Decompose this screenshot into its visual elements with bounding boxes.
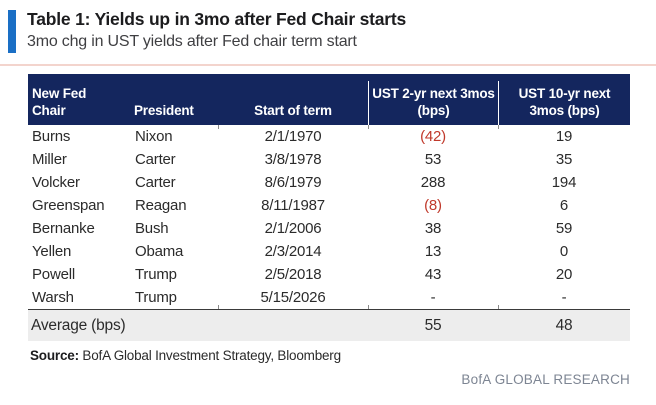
cell-start-of-term: 2/5/2018 — [264, 266, 322, 283]
yields-table: New Fed Chair President Start of term US… — [28, 74, 630, 341]
cell-president: Trump — [135, 289, 177, 306]
brand-mark: BofA GLOBAL RESEARCH — [461, 372, 630, 387]
column-tick — [498, 305, 499, 309]
cell-ust-2yr: 53 — [424, 151, 442, 168]
cell-president: Carter — [135, 174, 176, 191]
cell-ust-10yr: 6 — [559, 197, 569, 214]
cell-start-of-term: 8/6/1979 — [264, 174, 322, 191]
average-ust10-value: 48 — [555, 316, 573, 334]
column-tick — [368, 125, 369, 129]
page-subtitle: 3mo chg in UST yields after Fed chair te… — [27, 33, 357, 50]
table-row: Burns Nixon 2/1/1970 (42) 19 — [28, 125, 630, 148]
cell-chair: Greenspan — [32, 197, 105, 214]
column-tick — [368, 305, 369, 309]
table-row: Powell Trump 2/5/2018 43 20 — [28, 263, 630, 286]
cell-ust-2yr: (8) — [424, 197, 442, 214]
average-ust2-value: 55 — [424, 316, 442, 334]
header-president: President — [134, 103, 194, 118]
cell-president: Obama — [135, 243, 184, 260]
cell-president: Reagan — [135, 197, 187, 214]
header-start-of-term: Start of term — [254, 103, 332, 118]
cell-ust-2yr: - — [430, 289, 436, 306]
table-row: Volcker Carter 8/6/1979 288 194 — [28, 171, 630, 194]
table-row: Warsh Trump 5/15/2026 - - — [28, 286, 630, 309]
header-new-fed-chair-label: New Fed Chair — [32, 86, 87, 118]
cell-start-of-term: 8/11/1987 — [261, 197, 325, 214]
cell-chair: Burns — [32, 128, 71, 145]
table-row: Greenspan Reagan 8/11/1987 (8) 6 — [28, 194, 630, 217]
cell-ust-10yr: 59 — [555, 220, 573, 237]
table-header-row: New Fed Chair President Start of term US… — [28, 74, 630, 125]
column-tick — [218, 125, 219, 129]
cell-start-of-term: 2/3/2014 — [264, 243, 322, 260]
cell-chair: Miller — [32, 151, 67, 168]
cell-president: Nixon — [135, 128, 173, 145]
header-ust-10yr: UST 10-yr next 3mos (bps) — [498, 81, 630, 125]
cell-ust-2yr: 38 — [424, 220, 442, 237]
cell-ust-2yr: 43 — [424, 266, 442, 283]
title-divider — [0, 64, 656, 66]
average-label: Average (bps) — [31, 316, 126, 334]
cell-chair: Warsh — [32, 289, 74, 306]
cell-ust-10yr: 35 — [555, 151, 573, 168]
source-label: Source: — [30, 348, 79, 363]
table-row: Yellen Obama 2/3/2014 13 0 — [28, 240, 630, 263]
table-row: Miller Carter 3/8/1978 53 35 — [28, 148, 630, 171]
header-ust-2yr: UST 2-yr next 3mos (bps) — [368, 81, 498, 125]
page-title: Table 1: Yields up in 3mo after Fed Chai… — [27, 9, 407, 29]
average-row: Average (bps) 55 48 — [28, 310, 630, 341]
cell-chair: Powell — [32, 266, 75, 283]
cell-chair: Yellen — [32, 243, 72, 260]
column-tick — [498, 125, 499, 129]
header-new-fed-chair: New Fed Chair — [28, 81, 130, 125]
cell-ust-10yr: 0 — [559, 243, 569, 260]
column-tick — [218, 305, 219, 309]
cell-start-of-term: 5/15/2026 — [260, 289, 326, 306]
cell-ust-10yr: 19 — [555, 128, 573, 145]
title-accent-bar — [8, 10, 16, 53]
cell-start-of-term: 2/1/2006 — [264, 220, 322, 237]
cell-ust-10yr: 194 — [551, 174, 577, 191]
cell-president: Carter — [135, 151, 176, 168]
source-text: BofA Global Investment Strategy, Bloombe… — [78, 348, 341, 363]
cell-ust-2yr: (42) — [420, 128, 446, 145]
average-separator-line — [28, 309, 630, 310]
cell-ust-10yr: 20 — [555, 266, 573, 283]
cell-president: Bush — [135, 220, 169, 237]
cell-ust-2yr: 13 — [424, 243, 442, 260]
cell-chair: Volcker — [32, 174, 80, 191]
cell-start-of-term: 2/1/1970 — [264, 128, 322, 145]
source-note: Source: BofA Global Investment Strategy,… — [30, 348, 341, 363]
cell-start-of-term: 3/8/1978 — [264, 151, 322, 168]
cell-ust-10yr: - — [561, 289, 567, 306]
cell-president: Trump — [135, 266, 177, 283]
cell-ust-2yr: 288 — [420, 174, 446, 191]
table-row: Bernanke Bush 2/1/2006 38 59 — [28, 217, 630, 240]
cell-chair: Bernanke — [32, 220, 95, 237]
table-body: Burns Nixon 2/1/1970 (42) 19 Miller Cart… — [28, 125, 630, 309]
